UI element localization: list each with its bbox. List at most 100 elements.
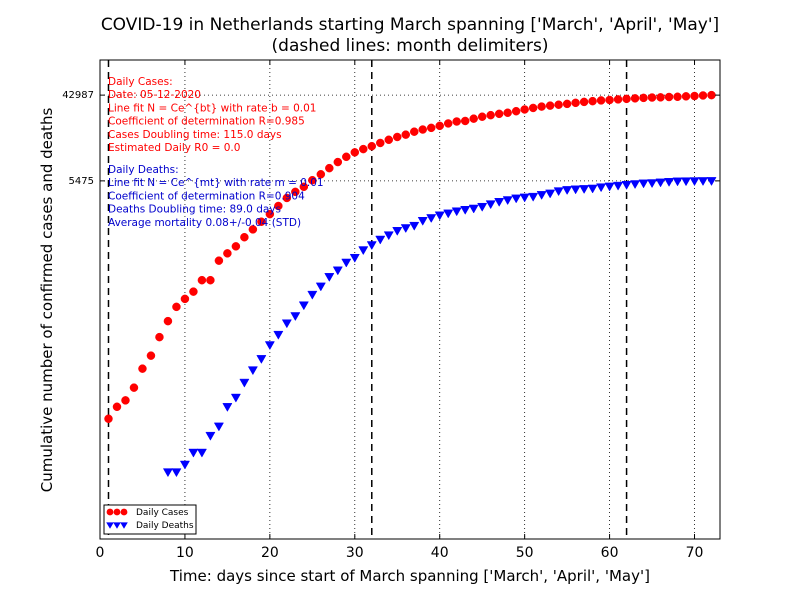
annotation-cases-line: Coefficient of determination R=0.985 <box>108 116 305 128</box>
deaths-point <box>205 431 216 441</box>
deaths-point <box>332 266 343 276</box>
cases-point <box>511 106 521 116</box>
cases-point <box>129 383 139 392</box>
cases-point <box>206 275 215 285</box>
cases-point <box>146 351 156 360</box>
deaths-point <box>664 178 675 187</box>
annotation-cases-line: Daily Cases: <box>108 76 173 88</box>
deaths-point <box>188 448 199 458</box>
cases-point <box>494 109 504 119</box>
deaths-point <box>358 246 369 256</box>
deaths-point <box>264 341 275 351</box>
cases-point <box>367 141 377 151</box>
deaths-point <box>375 235 386 245</box>
cases-point <box>520 105 529 114</box>
deaths-point <box>579 185 590 194</box>
deaths-point <box>400 224 411 234</box>
deaths-point <box>434 211 445 221</box>
deaths-point <box>307 290 318 300</box>
deaths-point <box>672 177 683 187</box>
cases-series <box>104 90 716 423</box>
cases-point <box>503 108 512 117</box>
deaths-point <box>341 258 352 268</box>
cases-point <box>333 157 343 167</box>
deaths-point <box>528 192 539 202</box>
deaths-point <box>247 366 258 376</box>
cases-point <box>673 92 682 102</box>
cases-point <box>138 364 147 373</box>
legend-marker-cases <box>120 508 128 516</box>
annotation-cases-line: Cases Doubling time: 115.0 days <box>108 129 282 141</box>
cases-point <box>562 99 572 109</box>
cases-point <box>443 119 453 128</box>
cases-point <box>579 97 589 107</box>
cases-point <box>308 175 317 185</box>
deaths-point <box>587 184 598 194</box>
deaths-point <box>366 241 377 251</box>
cases-point <box>393 132 402 142</box>
cases-point <box>223 249 232 258</box>
annotation-deaths-line: Line fit N = Ce^{mt} with rate m = 0.01 <box>108 177 324 189</box>
deaths-point <box>256 355 267 364</box>
deaths-point <box>179 460 190 470</box>
deaths-point <box>621 181 632 190</box>
cases-point <box>452 117 461 126</box>
deaths-point <box>562 186 573 195</box>
deaths-point <box>697 177 709 187</box>
cases-point <box>240 232 249 242</box>
chart-title: COVID-19 in Netherlands starting March s… <box>101 15 719 35</box>
deaths-point <box>511 194 522 204</box>
cases-point <box>537 102 546 111</box>
cases-point <box>214 256 224 265</box>
deaths-point <box>655 178 666 188</box>
x-tick-label: 40 <box>431 545 449 561</box>
x-axis-label: Time: days since start of March spanning… <box>169 567 650 585</box>
cases-point <box>316 170 326 179</box>
cases-point <box>112 402 122 412</box>
deaths-point <box>502 196 513 206</box>
cases-point <box>299 182 309 192</box>
deaths-point <box>409 221 420 231</box>
cases-point <box>469 114 478 123</box>
deaths-point <box>468 204 479 214</box>
annotation-cases-line: Estimated Daily R0 = 0.0 <box>108 142 240 154</box>
cases-point <box>291 187 300 197</box>
legend: Daily Cases Daily Deaths <box>103 504 197 535</box>
cases-point <box>376 138 385 148</box>
deaths-point <box>324 273 335 282</box>
deaths-point <box>315 282 326 292</box>
deaths-point <box>596 183 607 193</box>
cases-point <box>605 95 614 105</box>
deaths-series <box>145 177 717 516</box>
deaths-point <box>298 301 309 311</box>
cases-point <box>596 96 606 105</box>
cases-point <box>409 127 419 136</box>
cases-point <box>690 91 699 101</box>
deaths-point <box>545 189 556 199</box>
cases-point <box>664 92 674 102</box>
deaths-point <box>536 191 547 200</box>
deaths-point <box>171 468 182 478</box>
cases-point <box>613 95 623 104</box>
annotation-deaths-line: Average mortality 0.08+/-0.04 (STD) <box>108 217 301 229</box>
deaths-point <box>630 180 641 190</box>
deaths-point <box>273 330 284 340</box>
cases-point <box>180 294 190 304</box>
annotation-deaths-line: Coefficient of determination R=0.904 <box>108 190 305 202</box>
x-tick-label: 30 <box>346 545 364 561</box>
cases-point <box>350 148 360 157</box>
x-tick-label: 0 <box>96 545 105 561</box>
cases-point <box>554 100 563 109</box>
deaths-point <box>613 181 624 191</box>
x-tick-label: 20 <box>261 545 279 561</box>
deaths-point <box>519 193 530 203</box>
cases-point <box>647 93 657 102</box>
deaths-point <box>689 177 700 187</box>
deaths-point <box>230 393 241 403</box>
cases-point <box>282 193 292 203</box>
cases-point <box>588 96 597 106</box>
deaths-point <box>213 422 224 432</box>
deaths-point <box>290 312 301 322</box>
cases-point <box>231 242 241 251</box>
